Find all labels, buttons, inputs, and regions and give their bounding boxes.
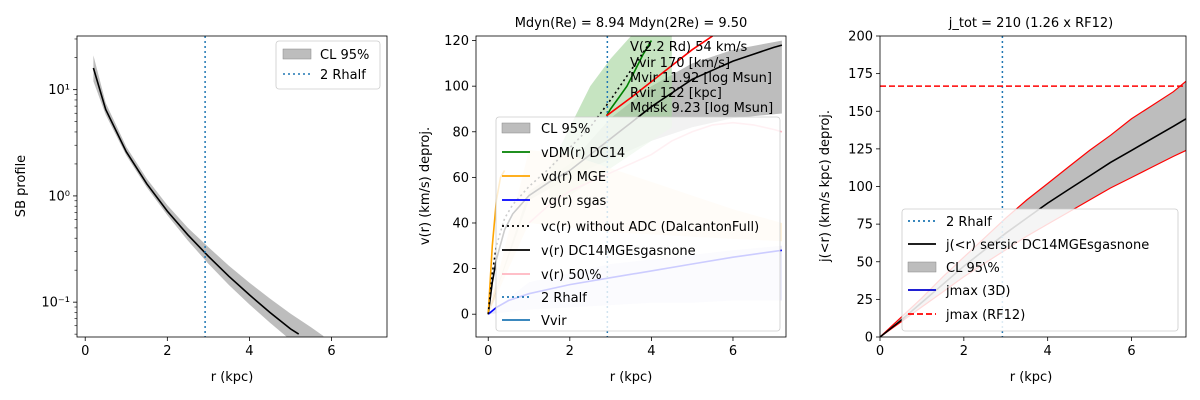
axes-frame: [76, 35, 388, 338]
legend-label-2rhalf: 2 Rhalf: [320, 68, 366, 83]
x-tick-label: 4: [1044, 344, 1052, 359]
y-tick-label: 100: [848, 180, 873, 195]
y-tick-label: 0: [461, 308, 469, 323]
legend-label-cl95: CL 95%: [541, 122, 590, 137]
annotation-vvir: Vvir 170 [km/s]: [630, 56, 730, 71]
panel-sb-profile: 0 2 4 6 10⁻¹ 10⁰ 10¹ r (kpc) SB profile CL 95%…: [14, 35, 388, 385]
y-tick-label: 100: [444, 80, 469, 95]
legend-label-v50: v(r) 50\%: [541, 268, 602, 283]
y-tick-label: 10¹: [48, 83, 70, 98]
legend-label-vvir: Vvir: [541, 314, 567, 329]
annotation-block: V(2.2 Rd) 54 km/s Vvir 170 [km/s] Mvir 1…: [630, 40, 773, 116]
panel-angular-momentum: 0 2 4 6 0 25 50 75 100 125 150 175 200 j_tot = 210 (…: [818, 16, 1187, 385]
x-tick-label: 2: [566, 344, 574, 359]
y-tick-label: 20: [452, 262, 469, 277]
axes-frame: [475, 35, 787, 338]
x-axis-label: r (kpc): [610, 370, 653, 385]
legend-label-vg: vg(r) sgas: [541, 194, 607, 209]
legend-swatch-cl95: [907, 261, 937, 273]
legend-label-2rhalf: 2 Rhalf: [946, 215, 992, 230]
y-tick-label: 50: [856, 255, 873, 270]
legend-label-cl95: CL 95\%: [946, 261, 1000, 276]
y-tick-label: 60: [452, 171, 469, 186]
x-tick-label: 0: [876, 344, 884, 359]
legend-label-jmaxrf12: jmax (RF12): [945, 308, 1025, 323]
band-cl-95-: [93, 55, 324, 337]
x-tick-label: 6: [1127, 344, 1135, 359]
legend: 2 Rhalf j(<r) sersic DC14MGEsgasnone CL …: [901, 208, 1179, 332]
x-tick-label: 0: [484, 344, 492, 359]
y-tick-label: 125: [848, 142, 873, 157]
y-tick-label: 120: [444, 34, 469, 49]
legend-label-j: j(<r) sersic DC14MGEsgasnone: [945, 238, 1149, 253]
x-tick-label: 4: [245, 344, 253, 359]
legend-label-2rhalf: 2 Rhalf: [541, 291, 587, 306]
y-axis-label: SB profile: [14, 155, 29, 217]
y-tick-label: 75: [856, 218, 873, 233]
x-axis-label: r (kpc): [211, 370, 254, 385]
y-tick-label: 0: [865, 331, 873, 346]
series-line-upper-red: [606, 36, 714, 117]
band-cl-95-: [488, 40, 782, 315]
y-tick-label: 175: [848, 67, 873, 82]
x-tick-label: 2: [163, 344, 171, 359]
legend-swatch-cl95: [501, 122, 531, 134]
y-tick-label: 25: [856, 293, 873, 308]
chart-title: j_tot = 210 (1.26 x RF12): [948, 16, 1113, 31]
y-tick-label: 10⁰: [48, 189, 70, 204]
x-tick-label: 0: [81, 344, 89, 359]
y-axis-label: j(<r) (km/s kpc) deproj.: [818, 110, 833, 263]
legend-label-vc: vc(r) without ADC (DalcantonFull): [541, 220, 759, 235]
annotation-v22: V(2.2 Rd) 54 km/s: [630, 40, 748, 55]
series-line-sb-profile: [92, 67, 300, 335]
chart-title: Mdyn(Re) = 8.94 Mdyn(2Re) = 9.50: [515, 16, 748, 31]
legend-swatch-cl95: [282, 48, 312, 60]
annotation-mvir: Mvir 11.92 [log Msun]: [630, 71, 772, 86]
y-axis-label: v(r) (km/s) deproj.: [418, 127, 433, 245]
annotation-mdisk: Mdisk 9.23 [log Msun]: [630, 101, 773, 116]
x-tick-label: 6: [327, 344, 335, 359]
x-tick-label: 2: [960, 344, 968, 359]
x-axis-label: r (kpc): [1010, 370, 1053, 385]
legend-label-jmax3d: jmax (3D): [945, 284, 1011, 299]
legend: CL 95% 2 Rhalf: [275, 40, 381, 90]
y-tick-label: 40: [452, 216, 469, 231]
x-tick-label: 6: [729, 344, 737, 359]
y-tick-label: 200: [848, 30, 873, 45]
legend: CL 95% vDM(r) DC14 vd(r) MGE vg(r) sgas …: [495, 116, 781, 332]
y-tick-label: 10⁻¹: [41, 296, 70, 311]
annotation-rvir: Rvir 122 [kpc]: [630, 86, 722, 101]
legend-label-vd: vd(r) MGE: [541, 170, 606, 185]
x-tick-label: 4: [647, 344, 655, 359]
series-line-vdm-r-dc14: [605, 40, 653, 117]
legend-label-vdm: vDM(r) DC14: [541, 146, 625, 161]
y-tick-label: 150: [848, 105, 873, 120]
legend-label-v: v(r) DC14MGEsgasnone: [541, 244, 696, 259]
y-tick-label: 80: [452, 125, 469, 140]
legend-label-cl95: CL 95%: [320, 48, 369, 63]
